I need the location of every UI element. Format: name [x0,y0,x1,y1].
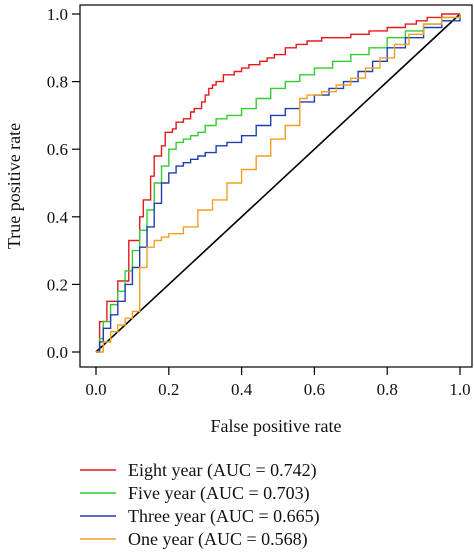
y-tick-label: 0.2 [47,275,68,294]
x-tick-label: 0.6 [304,380,325,399]
y-tick-label: 1.0 [47,5,68,24]
x-tick-label: 0.2 [158,380,179,399]
series-lines [96,13,461,353]
legend: Eight year (AUC = 0.742)Five year (AUC =… [80,460,320,550]
y-axis: 0.0 0.2 0.4 0.6 0.8 1.0 [47,5,80,362]
x-axis-label: False positive rate [211,416,342,436]
y-tick-label: 0.8 [47,73,68,92]
y-tick-label: 0.0 [47,343,68,362]
x-tick-label: 0.0 [85,380,106,399]
x-tick-label: 0.8 [377,380,398,399]
x-tick-label: 1.0 [449,380,470,399]
legend-label-4: One year (AUC = 0.568) [128,529,308,550]
series-line-1 [96,13,460,353]
plot-border [79,4,473,368]
legend-label-2: Five year (AUC = 0.703) [128,483,310,504]
reference-line [95,13,461,353]
reference-diagonal [95,13,461,353]
y-axis-label: True positive rate [4,123,24,249]
legend-label-1: Eight year (AUC = 0.742) [128,460,317,481]
x-tick-label: 0.4 [231,380,253,399]
y-tick-label: 0.6 [47,140,68,159]
plot-frame [79,4,473,368]
x-axis: 0.0 0.2 0.4 0.6 0.8 1.0 [85,367,471,399]
legend-label-3: Three year (AUC = 0.665) [128,506,320,527]
series-line-2 [96,14,461,353]
series-line-3 [96,14,461,353]
y-tick-label: 0.4 [47,208,69,227]
series-line-4 [96,14,461,353]
